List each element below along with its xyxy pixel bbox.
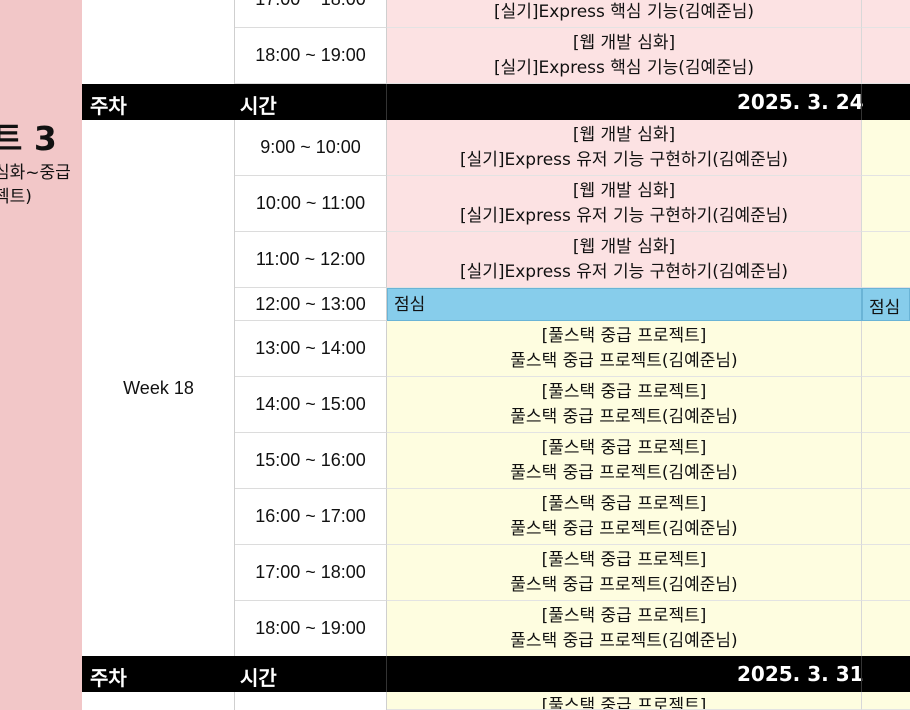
next-day-cell[interactable] xyxy=(862,28,910,84)
next-day-cell[interactable] xyxy=(862,489,910,545)
week-header-row: 주차 시간 2025. 3. 31 xyxy=(82,656,910,692)
week-header-row: 주차 시간 2025. 3. 24 xyxy=(82,84,910,120)
session-cell[interactable]: [웹 개발 심화] [실기]Express 핵심 기능(김예준님) xyxy=(387,28,862,84)
next-day-cell[interactable] xyxy=(862,321,910,377)
next-day-cell[interactable] xyxy=(862,0,910,28)
session-cell[interactable]: [풀스택 중급 프로젝트] 풀스택 중급 프로젝트(김예준님) xyxy=(387,321,862,377)
date-header: 2025. 3. 31 xyxy=(737,662,864,686)
next-day-cell[interactable] xyxy=(862,232,910,288)
time-cell[interactable]: 18:00 ~ 19:00 xyxy=(235,601,387,657)
session-cell[interactable]: [풀스택 중급 프로젝트] xyxy=(387,692,862,710)
session-cell[interactable]: [웹 개발 심화] [실기]Express 유저 기능 구현하기(김예준님) xyxy=(387,176,862,232)
time-cell[interactable]: 10:00 ~ 11:00 xyxy=(235,176,387,232)
course-subtitle-cont: 젝트) xyxy=(0,187,32,207)
date-header: 2025. 3. 24 xyxy=(737,90,864,114)
week-cell xyxy=(82,692,235,710)
time-cell[interactable]: 13:00 ~ 14:00 xyxy=(235,321,387,377)
session-cell[interactable]: [풀스택 중급 프로젝트] 풀스택 중급 프로젝트(김예준님) xyxy=(387,545,862,601)
next-day-cell[interactable] xyxy=(862,433,910,489)
next-day-cell[interactable] xyxy=(862,120,910,176)
time-cell[interactable]: 16:00 ~ 17:00 xyxy=(235,489,387,545)
time-cell[interactable] xyxy=(235,692,387,710)
session-cell[interactable]: [웹 개발 심화] [실기]Express 핵심 기능(김예준님) xyxy=(387,0,862,28)
session-cell[interactable]: [풀스택 중급 프로젝트] 풀스택 중급 프로젝트(김예준님) xyxy=(387,489,862,545)
next-day-cell[interactable] xyxy=(862,377,910,433)
time-cell[interactable]: 11:00 ~ 12:00 xyxy=(235,232,387,288)
time-cell[interactable]: 17:00 ~ 18:00 xyxy=(235,0,387,28)
time-header: 시간 xyxy=(240,666,277,690)
time-cell[interactable]: 15:00 ~ 16:00 xyxy=(235,433,387,489)
time-cell[interactable]: 17:00 ~ 18:00 xyxy=(235,545,387,601)
time-cell[interactable]: 18:00 ~ 19:00 xyxy=(235,28,387,84)
session-cell[interactable]: [웹 개발 심화] [실기]Express 유저 기능 구현하기(김예준님) xyxy=(387,120,862,176)
next-day-cell[interactable] xyxy=(862,545,910,601)
lunch-cell[interactable]: 점심 xyxy=(387,288,862,321)
next-day-cell[interactable] xyxy=(862,692,910,710)
time-header: 시간 xyxy=(240,94,277,118)
week-header: 주차 xyxy=(90,666,127,690)
week-label[interactable]: Week 18 xyxy=(123,378,194,398)
time-cell[interactable]: 9:00 ~ 10:00 xyxy=(235,120,387,176)
session-cell[interactable]: [풀스택 중급 프로젝트] 풀스택 중급 프로젝트(김예준님) xyxy=(387,433,862,489)
session-cell[interactable]: [웹 개발 심화] [실기]Express 유저 기능 구현하기(김예준님) xyxy=(387,232,862,288)
session-cell[interactable]: [풀스택 중급 프로젝트] 풀스택 중급 프로젝트(김예준님) xyxy=(387,377,862,433)
lunch-label: 점심 xyxy=(394,295,426,315)
time-cell[interactable]: 12:00 ~ 13:00 xyxy=(235,288,387,321)
next-day-cell[interactable] xyxy=(862,601,910,657)
session-cell[interactable]: [풀스택 중급 프로젝트] 풀스택 중급 프로젝트(김예준님) xyxy=(387,601,862,657)
next-day-lunch-cell[interactable]: 점심 xyxy=(862,288,910,321)
lunch-label: 점심 xyxy=(869,298,901,318)
time-cell[interactable]: 14:00 ~ 15:00 xyxy=(235,377,387,433)
week-header: 주차 xyxy=(90,94,127,118)
next-day-cell[interactable] xyxy=(862,176,910,232)
course-subtitle: 심화~중급 xyxy=(0,163,71,183)
course-sidebar: 트 3 심화~중급 젝트) xyxy=(0,0,82,710)
course-title: 트 3 xyxy=(0,119,57,158)
